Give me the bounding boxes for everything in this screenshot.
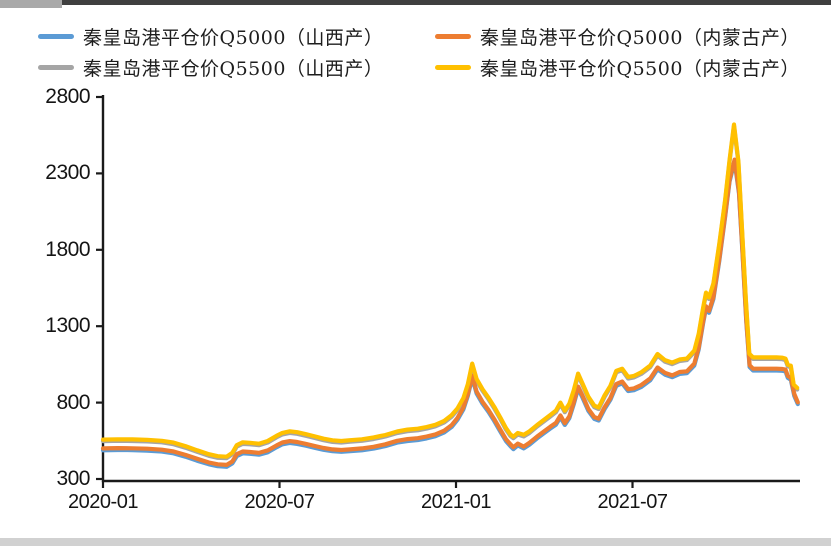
legend-item-q5500_sx: 秦皇岛港平仓价Q5500（山西产） — [38, 56, 435, 80]
legend-item-q5000_nm: 秦皇岛港平仓价Q5000（内蒙古产） — [435, 25, 800, 49]
y-tick-label: 2300 — [45, 161, 90, 185]
y-tick-label: 2800 — [45, 85, 90, 108]
y-tick-label: 1800 — [45, 237, 90, 261]
legend: 秦皇岛港平仓价Q5000（山西产） 秦皇岛港平仓价Q5000（内蒙古产） 秦皇岛港平… — [38, 25, 800, 80]
series-line-q5500_sx — [100, 123, 800, 461]
series-line-q5500_nm — [100, 122, 800, 459]
legend-swatch-icon — [38, 33, 74, 39]
legend-swatch-icon — [38, 64, 74, 70]
series-line-q5000_sx — [100, 159, 800, 469]
x-tick-label: 2021-01 — [421, 491, 491, 513]
y-tick-label: 800 — [56, 390, 90, 414]
y-tick-label: 1300 — [45, 314, 90, 338]
legend-label: 秦皇岛港平仓价Q5000（内蒙古产） — [480, 26, 800, 49]
y-tick-label: 300 — [56, 467, 90, 490]
legend-label: 秦皇岛港平仓价Q5500（山西产） — [83, 57, 384, 80]
x-tick-label: 2021-07 — [597, 491, 668, 513]
legend-label: 秦皇岛港平仓价Q5500（内蒙古产） — [480, 57, 800, 80]
x-tick-label: 2020-01 — [68, 491, 138, 513]
legend-swatch-icon — [435, 33, 471, 39]
legend-label: 秦皇岛港平仓价Q5000（山西产） — [83, 26, 384, 49]
legend-item-q5500_nm: 秦皇岛港平仓价Q5500（内蒙古产） — [435, 56, 800, 80]
x-tick-label: 2020-07 — [244, 491, 315, 513]
legend-item-q5000_sx: 秦皇岛港平仓价Q5000（山西产） — [38, 25, 435, 49]
top-border-bar — [0, 0, 831, 5]
top-left-accent — [0, 0, 62, 8]
series-line-q5000_nm — [100, 157, 800, 467]
bottom-border-bar — [0, 538, 831, 546]
legend-swatch-icon — [435, 64, 471, 70]
